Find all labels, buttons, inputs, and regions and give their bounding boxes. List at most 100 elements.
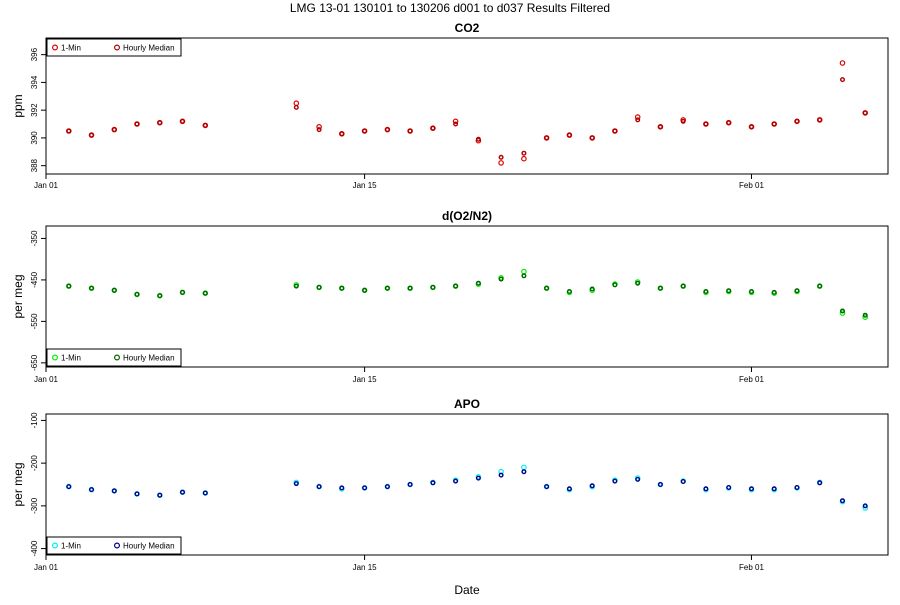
- data-point: [794, 485, 800, 491]
- data-point: [66, 128, 72, 134]
- data-point: [521, 469, 527, 475]
- data-point: [430, 480, 436, 486]
- data-point: [475, 473, 482, 480]
- x-tick-label: Jan 15: [353, 563, 378, 572]
- data-point: [635, 117, 641, 123]
- data-point: [293, 104, 299, 110]
- data-point: [840, 498, 846, 504]
- data-point: [339, 131, 345, 137]
- data-point: [634, 114, 641, 120]
- legend-label: Hourly Median: [123, 44, 175, 53]
- data-point: [657, 124, 663, 130]
- data-point: [771, 121, 777, 127]
- data-point: [293, 283, 299, 289]
- legend-label: Hourly Median: [123, 542, 175, 551]
- legend-label: 1-Min: [61, 354, 81, 363]
- data-point: [384, 285, 390, 291]
- data-point: [453, 283, 459, 289]
- data-point: [749, 124, 755, 130]
- data-point: [566, 132, 572, 138]
- data-point: [839, 310, 846, 316]
- data-point: [384, 127, 390, 133]
- x-tick-label: Jan 01: [34, 563, 59, 572]
- y-tick-label: -100: [30, 412, 39, 429]
- data-point: [293, 481, 299, 487]
- legend-label: 1-Min: [61, 44, 81, 53]
- data-point: [66, 484, 72, 490]
- data-point: [407, 128, 413, 134]
- data-point: [840, 308, 846, 314]
- data-point: [498, 274, 504, 281]
- data-point: [703, 121, 709, 127]
- series-hourly-median: [66, 469, 868, 509]
- data-point: [157, 293, 163, 299]
- data-point: [771, 289, 777, 295]
- data-point: [634, 279, 641, 285]
- panel-3: APO per meg -100 -200 -300 -400 Jan 01 Jan 15 Fe…: [11, 397, 889, 597]
- y-axis-label: ppm: [11, 94, 25, 117]
- data-point: [589, 287, 596, 294]
- data-point: [794, 118, 800, 124]
- data-point: [726, 485, 732, 491]
- legend-label: 1-Min: [61, 542, 81, 551]
- panel-1: CO2 ppm 388 390 392 394 396 Jan 01 Jan 15 Feb 01 1…: [11, 21, 889, 190]
- data-point: [88, 487, 94, 493]
- data-point: [817, 117, 823, 123]
- data-point: [612, 478, 618, 484]
- y-tick-label: -550: [30, 313, 39, 330]
- data-point: [430, 284, 436, 290]
- data-point: [179, 118, 185, 124]
- data-point: [612, 128, 618, 134]
- data-point: [521, 268, 527, 275]
- data-point: [544, 484, 550, 490]
- data-point: [680, 479, 686, 485]
- data-point: [88, 132, 94, 138]
- data-point: [362, 485, 368, 491]
- data-point: [521, 273, 527, 279]
- y-tick-label: 392: [30, 103, 39, 117]
- data-point: [498, 160, 504, 166]
- y-tick-label: -350: [30, 230, 39, 247]
- data-point: [817, 283, 823, 289]
- data-point: [680, 283, 686, 289]
- data-point: [475, 137, 482, 144]
- data-point: [111, 127, 117, 133]
- y-tick-label: 388: [30, 158, 39, 172]
- panel-title: APO: [454, 397, 480, 411]
- legend-marker: [51, 44, 58, 51]
- panel-title: d(O2/N2): [442, 209, 492, 223]
- y-axis-label: per meg: [11, 274, 25, 318]
- data-point: [634, 475, 641, 481]
- data-point: [840, 77, 846, 83]
- x-tick-label: Jan 15: [353, 375, 378, 384]
- data-point: [134, 291, 140, 297]
- figure-title: LMG 13-01 130101 to 130206 d001 to d037 …: [290, 1, 610, 15]
- series-hourly-median: [66, 273, 868, 318]
- legend-marker: [51, 542, 58, 549]
- data-point: [657, 482, 663, 488]
- x-tick-label: Feb 01: [739, 375, 764, 384]
- series-one-min: [66, 268, 869, 321]
- data-point: [771, 486, 777, 492]
- data-point: [862, 503, 868, 509]
- data-point: [179, 289, 185, 295]
- data-point: [179, 489, 185, 495]
- x-tick-label: Jan 01: [34, 375, 59, 384]
- data-point: [521, 155, 527, 162]
- data-point: [430, 125, 436, 131]
- y-tick-label: 390: [30, 131, 39, 145]
- series-one-min: [66, 60, 869, 166]
- data-point: [794, 288, 800, 294]
- data-point: [862, 505, 869, 511]
- data-point: [612, 282, 618, 288]
- data-point: [316, 284, 322, 290]
- data-point: [202, 122, 208, 128]
- legend-marker: [113, 44, 120, 51]
- data-point: [452, 118, 459, 125]
- legend-marker: [113, 354, 120, 361]
- plot-frame: [45, 413, 889, 556]
- data-point: [316, 484, 322, 490]
- data-point: [680, 118, 686, 124]
